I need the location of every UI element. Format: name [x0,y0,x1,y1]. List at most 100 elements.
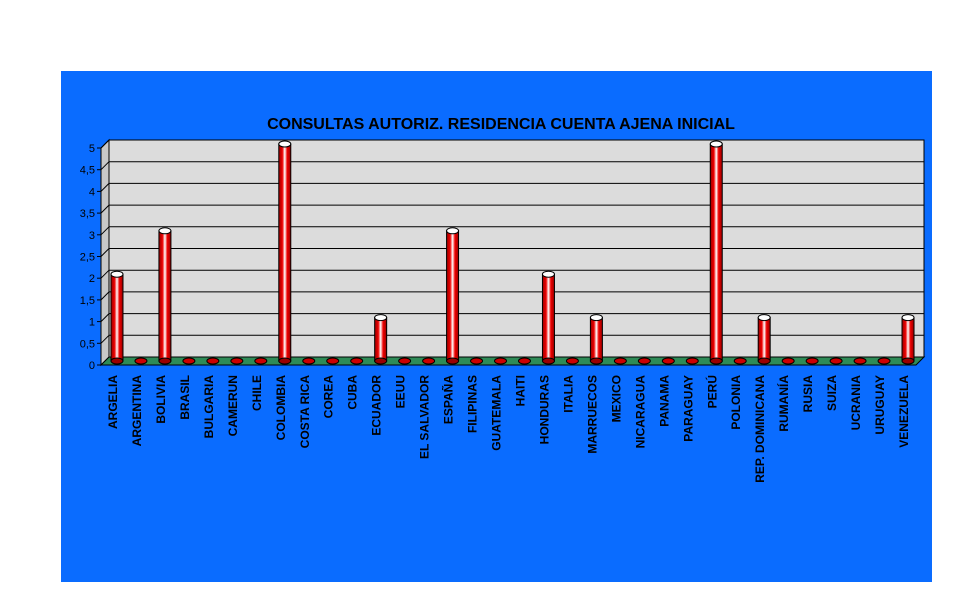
y-tick-label: 1,5 [80,295,95,307]
gridline-side [100,269,110,279]
gridlines [100,139,924,344]
chart-panel: CONSULTAS AUTORIZ. RESIDENCIA CUENTA AJE… [61,71,932,582]
x-tick-label: CAMERUN [226,375,240,436]
gridline-side [100,139,110,149]
x-tick-label: PARAGUAY [681,375,695,442]
x-tick-label: NICARAGUA [633,375,647,449]
x-tick-label: PERÚ [704,375,719,408]
y-tick-label: 2 [89,273,95,285]
bar-filipinas [470,357,484,365]
bar-zero-disk [565,357,579,365]
y-axis-ticks: 0 0,5 1 1,5 2 2,5 3 3,5 4 4,5 5 [80,143,101,372]
x-axis-labels: ARGELIA ARGENTINA BOLIVIA BRASIL BULGARIA CAM… [106,375,911,483]
gridline-side [100,313,110,322]
bar-zero-disk [637,357,651,365]
bar-polonia [733,357,747,365]
bar-zero-disk [302,357,316,365]
bar-base [374,357,388,365]
bar-paraguay [685,357,699,365]
bar-body [446,230,460,362]
bar-top [757,314,771,322]
bar-zero-disk [494,357,508,365]
bar-bulgaria [206,357,220,365]
bar-base [709,357,723,365]
gridline-side [100,248,110,257]
gridline-side [100,161,110,171]
x-tick-label: URUGUAY [873,375,887,435]
bar-zero-disk [350,357,364,365]
y-tick-label: 0 [89,360,95,372]
x-tick-label: PANAMA [657,375,671,427]
bar-zero-disk [685,357,699,365]
x-tick-label: GUATEMALA [490,375,504,451]
bar-base [110,357,124,365]
bar-zero-disk [781,357,795,365]
bar-rep-dominicana [757,314,771,365]
x-tick-label: VENEZUELA [897,375,911,448]
bar-base [278,357,292,365]
bars [110,140,915,365]
x-tick-label: CHILE [250,375,264,411]
bar-nicaragua [637,357,651,365]
bar-haiti [517,357,531,365]
bar-zero-disk [254,357,268,365]
bar-top [901,314,915,322]
bar-venezuela [901,314,915,365]
bar-body [278,143,292,362]
bar-body [901,317,915,362]
bar-argentina [134,357,148,365]
bar-base [901,357,915,365]
y-tick-label: 1 [89,317,95,329]
bar-camerun [230,357,244,365]
y-tick-label: 3 [89,230,95,242]
x-tick-label: CUBA [346,375,360,410]
bar-body [709,143,723,362]
x-tick-label: SUIZA [825,375,839,411]
x-tick-label: ESPAÑA [441,375,456,424]
bar-zero-disk [134,357,148,365]
y-tick-label: 3,5 [80,208,95,220]
bar-suiza [829,357,843,365]
bar-zero-disk [805,357,819,365]
floor [99,356,926,366]
bar-zero-disk [733,357,747,365]
bar-mexico [613,357,627,365]
y-tick-label: 4,5 [80,165,95,177]
bar-top [709,140,723,148]
bar-rusia [805,357,819,365]
bar-costa-rica [302,357,316,365]
bar-panama [661,357,675,365]
bar-zero-disk [182,357,196,365]
bar-corea [326,357,340,365]
bar-españa [446,227,460,365]
x-tick-label: BRASIL [178,375,192,420]
x-tick-label: FILIPINAS [466,375,480,433]
bar-el-salvador [422,357,436,365]
bar-chart: CONSULTAS AUTORIZ. RESIDENCIA CUENTA AJE… [80,116,926,483]
bar-top [158,227,172,235]
x-tick-label: RUSIA [801,375,815,413]
gridline-side [100,183,110,192]
bar-zero-disk [829,357,843,365]
bar-ucrania [853,357,867,365]
x-tick-label: EL SALVADOR [418,375,432,459]
bar-base [446,357,460,365]
x-tick-label: ARGENTINA [130,375,144,447]
bar-top [446,227,460,235]
x-tick-label: COREA [322,375,336,419]
bar-uruguay [877,357,891,365]
bar-base [757,357,771,365]
x-tick-label: BULGARIA [202,375,216,439]
gridline-side [100,226,110,236]
y-tick-label: 5 [89,143,95,155]
x-tick-label: RUMANÍA [776,375,791,432]
bar-body [541,273,555,362]
bar-zero-disk [613,357,627,365]
gridline-side [100,291,110,301]
x-tick-label: BOLIVIA [154,375,168,424]
gridline-side [100,334,110,344]
plot-area [99,138,926,367]
bar-base [158,357,172,365]
x-tick-label: POLONIA [729,375,743,430]
x-tick-label: HAITI [513,375,527,406]
